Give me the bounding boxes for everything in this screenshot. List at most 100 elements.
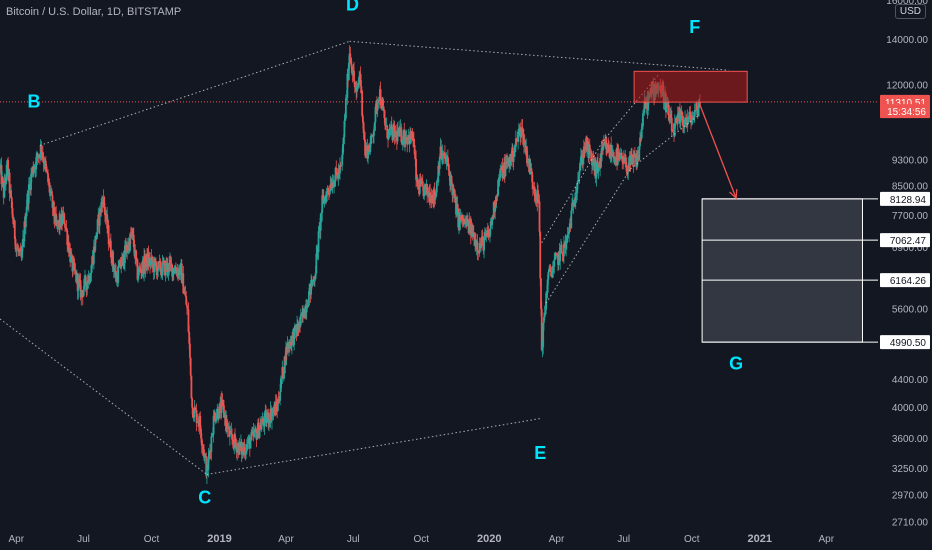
- candle-body: [515, 138, 518, 140]
- candle-body: [327, 188, 330, 192]
- candle-body: [517, 135, 519, 141]
- candle-body: [546, 279, 549, 293]
- candle-body: [521, 127, 524, 129]
- candle-body: [531, 171, 534, 182]
- candle-body: [126, 249, 129, 252]
- candle-body: [94, 235, 97, 251]
- candle-body: [243, 447, 246, 456]
- candle-body: [494, 207, 497, 212]
- candle-body: [51, 195, 54, 208]
- candle-body: [630, 154, 633, 156]
- candle-body: [192, 417, 195, 419]
- candle-body: [314, 273, 317, 280]
- candle-body: [576, 183, 579, 194]
- currency-selector[interactable]: USD: [894, 4, 926, 19]
- candle-body: [693, 116, 695, 119]
- candle-body: [392, 127, 395, 141]
- candle-body: [275, 402, 278, 407]
- time-tick-label: 2019: [207, 533, 231, 545]
- candle-body: [217, 418, 220, 419]
- candle-body: [370, 136, 373, 137]
- candle-body: [689, 111, 692, 117]
- candle-body: [173, 272, 176, 274]
- candle-body: [282, 373, 285, 378]
- candle-body: [367, 145, 370, 150]
- candle-body: [363, 133, 366, 140]
- candle-body: [499, 168, 502, 178]
- candle-body: [491, 216, 494, 225]
- time-tick-label: Apr: [549, 534, 565, 545]
- candle-body: [349, 53, 352, 58]
- candle-body: [278, 400, 281, 402]
- candle-body: [400, 127, 403, 143]
- candle-body: [315, 253, 318, 274]
- candles-layer: [0, 45, 701, 484]
- candle-body: [643, 100, 646, 113]
- candle-body: [537, 190, 539, 201]
- candle-body: [89, 280, 92, 283]
- candle-body: [412, 139, 415, 145]
- candle-body: [14, 238, 17, 250]
- candle-body: [489, 228, 491, 237]
- candle-body: [357, 83, 360, 87]
- candle-body: [440, 146, 443, 159]
- candle-body: [379, 89, 382, 105]
- candle-body: [340, 165, 343, 167]
- candle-body: [554, 258, 556, 260]
- candle-body: [466, 218, 469, 223]
- candle-body: [498, 177, 501, 179]
- candle-body: [130, 234, 133, 238]
- candle-body: [367, 145, 369, 159]
- candle-body: [512, 156, 515, 162]
- candle-body: [383, 110, 386, 118]
- candle-body: [308, 291, 310, 306]
- trendline: [630, 115, 699, 170]
- candle-body: [124, 245, 126, 264]
- candle-body: [665, 104, 668, 113]
- candle-body: [501, 165, 504, 179]
- candle-body: [378, 97, 381, 101]
- candle-body: [472, 233, 474, 237]
- level-price-label-bg: [880, 233, 930, 248]
- price-tick-label: 3600.00: [892, 434, 929, 445]
- candle-body: [544, 309, 547, 315]
- candle-body: [320, 212, 323, 214]
- price-tick-label: 6900.00: [892, 243, 929, 254]
- candle-body: [481, 236, 484, 238]
- candle-body: [531, 181, 534, 188]
- candle-body: [271, 413, 273, 421]
- candle-body: [74, 270, 77, 272]
- candle-body: [303, 317, 306, 319]
- candle-body: [540, 278, 542, 309]
- candle-body: [418, 179, 421, 194]
- candle-body: [620, 153, 623, 156]
- candle-body: [279, 378, 282, 392]
- candle-body: [342, 144, 344, 155]
- candle-body: [121, 256, 123, 267]
- candle-body: [513, 150, 516, 157]
- candle-body: [41, 154, 44, 158]
- price-tick-label: 4000.00: [892, 403, 929, 414]
- candle-body: [452, 188, 455, 191]
- candle-body: [166, 263, 169, 273]
- time-axis: [0, 528, 932, 550]
- candle-body: [277, 399, 280, 402]
- candle-body: [446, 156, 449, 164]
- candle-body: [394, 131, 397, 138]
- candle-body: [199, 416, 202, 430]
- candle-body: [206, 465, 208, 476]
- candle-body: [578, 170, 581, 176]
- candle-body: [254, 428, 257, 431]
- candle-body: [244, 452, 247, 456]
- candle-body: [388, 129, 391, 131]
- candle-body: [599, 158, 602, 168]
- candle-body: [64, 223, 66, 228]
- candle-body: [374, 106, 377, 123]
- candle-body: [423, 186, 426, 197]
- candle-body: [496, 195, 499, 197]
- candle-body: [66, 230, 69, 246]
- candle-body: [67, 241, 70, 254]
- candle-body: [619, 153, 622, 160]
